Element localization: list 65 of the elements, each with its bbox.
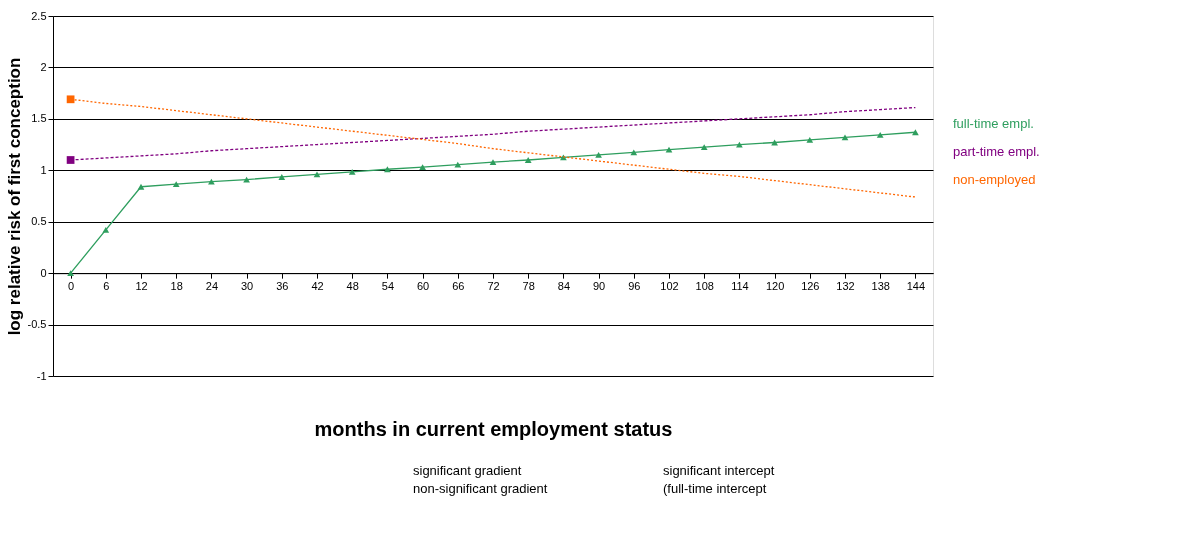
y-tick-label: 0.5 (31, 215, 47, 228)
x-tick-label: 114 (731, 279, 749, 292)
text: significant intercept (663, 463, 775, 478)
text: non-employed (953, 172, 1036, 187)
point (524, 157, 532, 163)
x-tick-label: 108 (695, 279, 714, 292)
x-tick-label: 18 (170, 279, 183, 292)
point (489, 159, 497, 165)
point (172, 181, 180, 188)
point (67, 270, 74, 277)
x-tick-label: 0 (68, 279, 75, 292)
point (137, 183, 145, 190)
x-tick-label: 96 (628, 279, 641, 292)
point (66, 95, 75, 104)
point (348, 168, 356, 175)
point (876, 131, 884, 138)
point (454, 161, 462, 168)
x-tick-label: 36 (276, 279, 289, 292)
x-axis-title: months in current employment status (314, 417, 673, 440)
point (313, 171, 321, 178)
x-tick-label: 90 (592, 279, 606, 292)
point (208, 178, 215, 185)
x-tick-label: 144 (906, 279, 926, 292)
point (595, 151, 602, 158)
text: (full-time intercept (663, 481, 767, 496)
x-tick-label: 24 (205, 279, 219, 292)
point (66, 156, 75, 164)
point (278, 174, 286, 180)
text: part-time empl. (953, 144, 1040, 159)
point (630, 149, 638, 156)
x-tick-label: 54 (381, 279, 395, 292)
point (806, 137, 814, 143)
text: non-significant gradient (413, 481, 548, 496)
x-tick-label: 126 (801, 279, 820, 292)
x-tick-label: 66 (452, 279, 465, 292)
x-tick-label: 6 (103, 279, 110, 292)
x-tick-label: 102 (660, 279, 679, 292)
y-tick-label: 2.5 (31, 9, 47, 22)
y-tick-label: -1 (36, 369, 47, 382)
y-tick-label: 1.5 (31, 112, 47, 125)
x-tick-label: 12 (135, 279, 148, 292)
text: significant gradient (413, 463, 522, 478)
y-tick-label: 1 (40, 163, 47, 176)
y-tick-label: 2 (40, 60, 47, 73)
x-tick-label: 120 (765, 279, 785, 292)
point (841, 134, 849, 141)
x-tick-label: 78 (522, 279, 535, 292)
x-tick-label: 84 (557, 279, 571, 292)
text: full-time empl. (953, 116, 1034, 131)
y-axis-title: log relative risk of first conception (4, 57, 24, 336)
x-tick-label: 72 (487, 279, 500, 292)
point (384, 166, 391, 173)
point (912, 129, 919, 136)
x-tick-label: 42 (311, 279, 324, 292)
point (102, 227, 110, 233)
x-tick-label: 30 (240, 279, 254, 292)
x-tick-label: 132 (836, 279, 855, 292)
y-tick-label: 0 (40, 266, 47, 279)
x-tick-label: 48 (346, 279, 359, 292)
point (665, 146, 673, 153)
point (419, 164, 426, 171)
point (700, 144, 708, 151)
x-tick-label: 138 (871, 279, 890, 292)
y-tick-label: -0.5 (27, 318, 47, 331)
x-tick-label: 60 (416, 279, 430, 292)
